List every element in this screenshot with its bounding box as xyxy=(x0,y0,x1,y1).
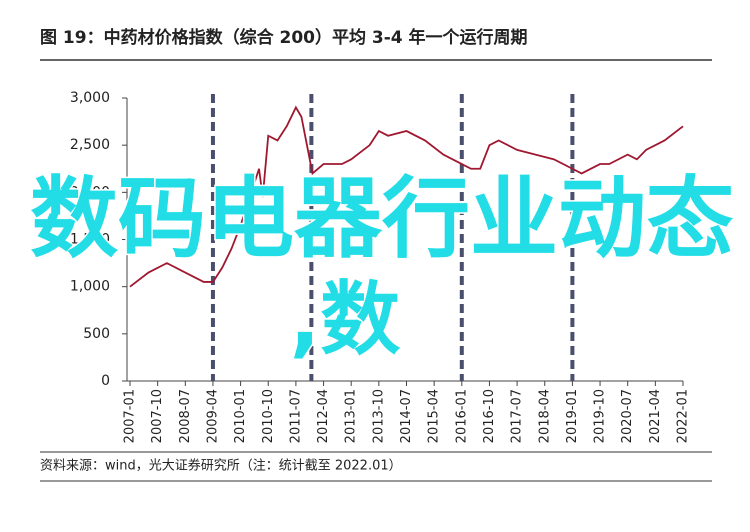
x-tick-label: 2011-07 xyxy=(288,389,303,443)
y-tick-label: 500 xyxy=(83,326,110,342)
source: 资料来源：wind，光大证券研究所（注：统计截至 2022.01） xyxy=(40,458,402,474)
y-tick-label: 1,500 xyxy=(70,232,110,248)
x-tick-label: 2014-07 xyxy=(399,389,414,443)
overlay-text: ,数 xyxy=(290,273,400,366)
y-tick-label: 0 xyxy=(101,373,110,389)
x-tick-label: 2013-10 xyxy=(371,389,386,443)
y-tick-label: 2,500 xyxy=(70,137,110,153)
y-tick-label: 3,000 xyxy=(70,90,110,106)
x-tick-label: 2008-07 xyxy=(178,389,193,443)
y-tick-label: 1,000 xyxy=(70,279,110,295)
plot: 0 500 1,000 1,500 2,000 2,500 3,000 2007-01 2007… xyxy=(70,90,691,443)
chart-title: 图 19：中药材价格指数（综合 200）平均 3-4 年一个运行周期 xyxy=(40,27,528,48)
x-tick-label: 2018-04 xyxy=(537,389,552,443)
x-tick-label: 2010-01 xyxy=(233,389,248,443)
x-tick-label: 2017-07 xyxy=(510,389,525,443)
x-tick-label: 2019-01 xyxy=(565,389,580,443)
x-tick-label: 2007-10 xyxy=(150,389,165,443)
x-tick-label: 2015-04 xyxy=(427,389,442,443)
x-tick-label: 2013-01 xyxy=(344,389,359,443)
x-tick-label: 2019-10 xyxy=(593,389,608,443)
x-tick-label: 2021-04 xyxy=(648,389,663,443)
line xyxy=(129,105,684,288)
y-tick-label: 2,000 xyxy=(70,184,110,200)
x-tick-label: 2022-01 xyxy=(676,389,691,443)
x-tick-label: 2009-04 xyxy=(205,389,220,443)
x-tick-label: 2016-01 xyxy=(454,389,469,443)
x-tick-label: 2007-01 xyxy=(123,389,138,443)
x-tick-label: 2012-04 xyxy=(316,389,331,443)
x-tick-label: 2010-10 xyxy=(261,389,276,443)
x-tick-label: 2020-07 xyxy=(620,389,635,443)
x-tick-label: 2016-10 xyxy=(482,389,497,443)
overlay-text: 数码电器行业动态 xyxy=(30,167,734,270)
